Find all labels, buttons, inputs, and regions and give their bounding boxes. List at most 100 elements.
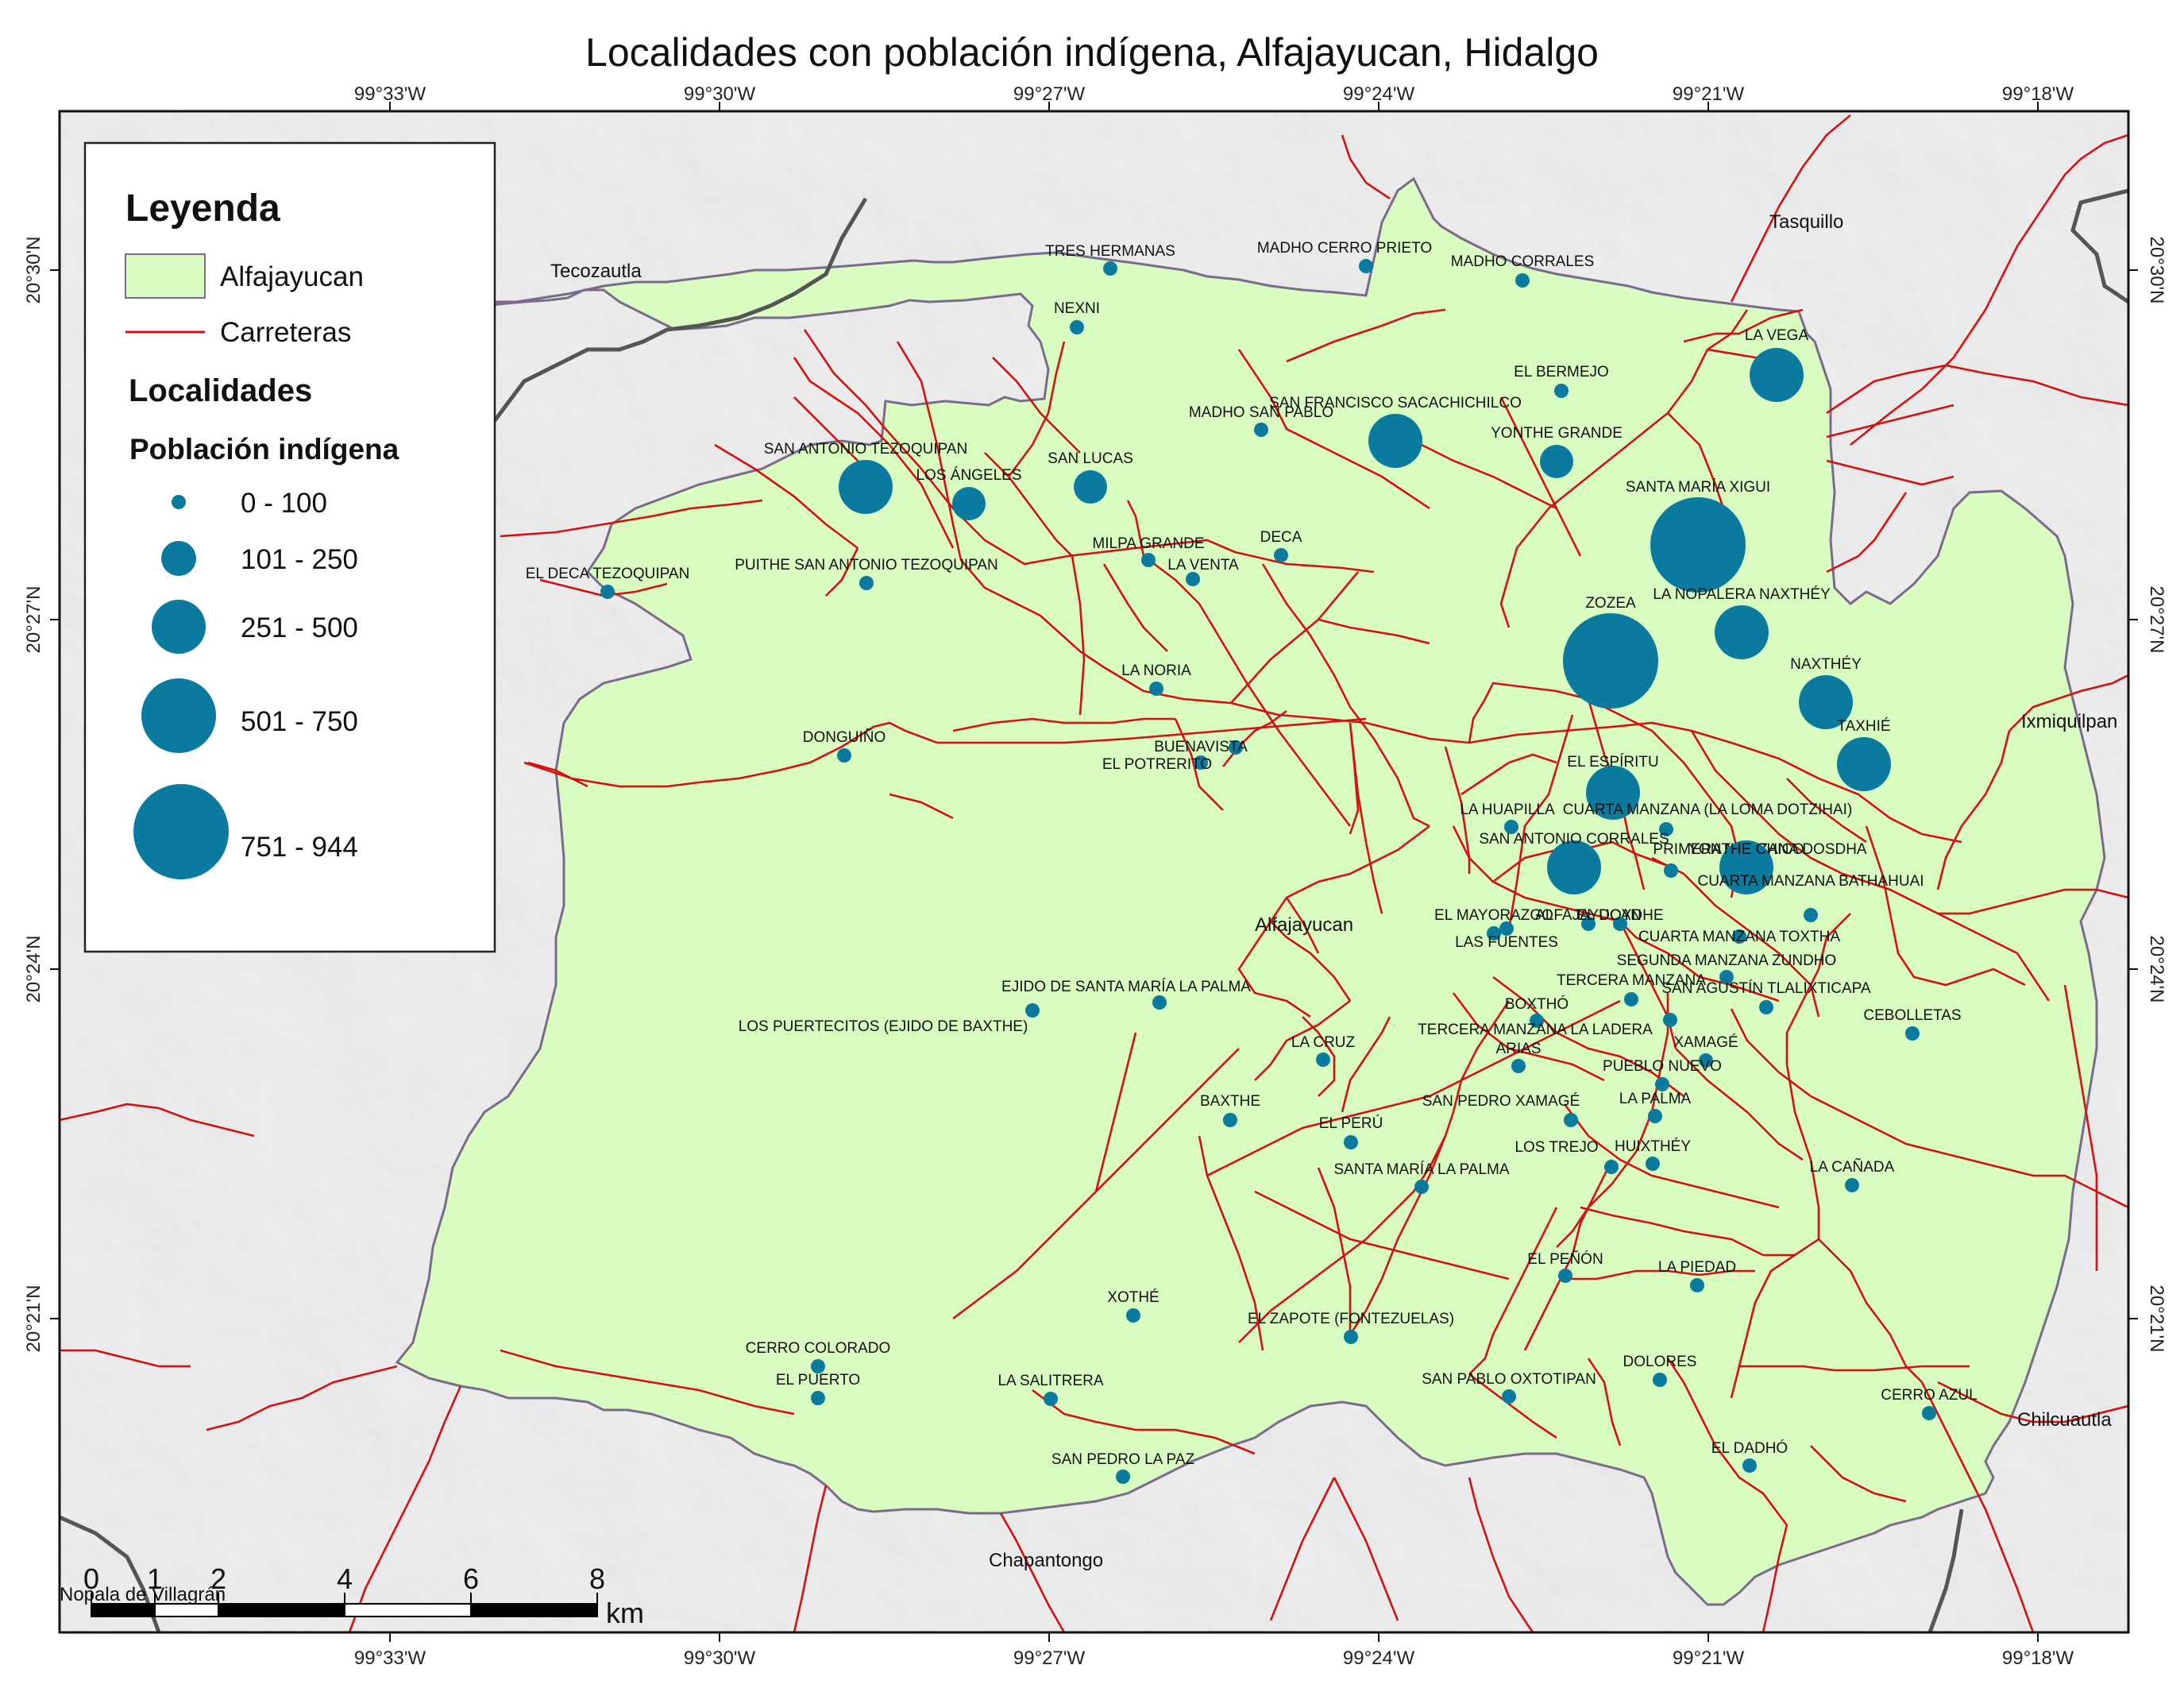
locality-symbol [1141,553,1156,567]
locality-label: CUARTA MANZANA (LA LOMA DOTZIHAI) [1563,802,1853,818]
lon-label: 99°18'W [2002,83,2074,105]
locality-symbol [1540,445,1573,478]
legend-class-label: 251 - 500 [241,612,358,643]
locality-label: EL PEÑÓN [1527,1250,1603,1268]
locality-label: XOTHÉ [1107,1289,1159,1306]
locality-label: SAN ANTONIO CORRALES [1479,831,1669,848]
graticule-left-labels: 20°30'N 20°27'N 20°24'N 20°21'N [23,237,44,1353]
locality-label: LA NORIA [1121,662,1191,679]
locality-label: LA PALMA [1619,1091,1692,1107]
locality-label: LA PIEDAD [1658,1259,1736,1276]
locality-symbol [1070,320,1084,334]
locality-label: LA SALITRERA [997,1373,1103,1389]
locality-symbol [1922,1406,1936,1420]
scale-tick-label: 0 [83,1562,99,1595]
locality-label: SAN PEDRO XAMAGÉ [1422,1093,1580,1110]
legend-symbol-class-3 [152,600,206,654]
locality-symbol [1487,926,1501,941]
locality-label: SEGUNDA MANZANA ZUNDHO [1617,952,1837,969]
locality-symbol [1742,1458,1757,1473]
legend: Leyenda Alfajayucan Carreteras Localidad… [83,141,496,953]
locality-symbol [1732,929,1746,944]
locality-symbol [1074,470,1107,504]
locality-label: SANTA MARÍA LA PALMA [1333,1161,1509,1178]
locality-symbol [1368,414,1422,468]
locality-symbol [1750,348,1804,402]
locality-label: LOS PUERTECITOS (EJIDO DE BAXTHE) [739,1018,1028,1035]
locality-symbol [1223,1113,1237,1127]
locality-label: LA CRUZ [1291,1034,1356,1051]
locality-symbol [1274,548,1288,562]
locality-label: SAN ANTONIO TEZOQUIPAN [764,441,968,458]
map-title: Localidades con población indígena, Alfa… [585,30,1599,75]
locality-symbol [1558,1269,1572,1283]
locality-label: EL ESPÍRITU [1567,754,1658,771]
localities-layer: TRES HERMANAS MADHO CERRO PRIETO MADHO COR… [526,240,1978,1484]
locality-symbol [839,460,893,514]
place-names: Tasquillo Tecozautla Alfajayucan Ixmiqui… [60,211,2117,1605]
locality-symbol [1905,1026,1920,1041]
locality-symbol [1254,423,1268,437]
place-ixmiquilpan: Ixmiquilpan [2021,711,2117,732]
locality-symbol [952,487,986,520]
locality-symbol [1715,605,1769,659]
locality-label: MADHO CORRALES [1451,253,1595,270]
locality-symbol [811,1391,825,1405]
locality-label: BOXTHÓ [1505,995,1569,1013]
locality-label: EL ZAPOTE (FONTEZUELAS) [1248,1311,1454,1327]
locality-label: LOS TREJO [1515,1139,1598,1156]
locality-symbol [1564,1113,1578,1127]
locality-symbol [1554,384,1569,398]
locality-symbol [1359,259,1373,273]
place-tasquillo: Tasquillo [1769,211,1843,233]
locality-symbol [1663,1013,1677,1027]
locality-symbol [1845,1178,1859,1192]
locality-label: EL POTRERITO [1102,756,1212,773]
legend-class-label: 751 - 944 [241,832,358,863]
locality-label: TERCERA MANZANA LA LADERA [1418,1022,1653,1038]
place-alfajayucan: Alfajayucan [1255,914,1353,936]
legend-class-label: 101 - 250 [241,544,358,575]
locality-symbol [1648,1109,1662,1123]
locality-label: LA CAÑADA [1810,1158,1895,1176]
locality-label: DECA [1260,529,1302,546]
legend-municipio-swatch [125,253,206,299]
locality-symbol [1719,970,1734,984]
legend-title: Leyenda [125,187,280,230]
lat-label: 20°27'N [2146,586,2167,654]
lon-label: 99°30'W [684,83,756,105]
locality-symbol [1502,1389,1516,1404]
locality-symbol [1025,1003,1040,1018]
graticule-bottom-labels: 99°33'W 99°30'W 99°27'W 99°24'W 99°21'W … [354,1647,2074,1669]
locality-symbol [1344,1135,1358,1149]
locality-symbol [1699,1053,1713,1068]
locality-symbol [1613,917,1627,931]
locality-label: SAN PEDRO LA PAZ [1051,1451,1195,1468]
lon-label: 99°33'W [354,83,426,105]
locality-label: LAS FUENTES [1455,934,1558,951]
locality-symbol [1511,1059,1526,1073]
locality-symbol [1650,497,1746,593]
lon-label: 99°18'W [2002,1647,2074,1669]
locality-symbol [1690,1278,1704,1292]
lon-label: 99°27'W [1013,1647,1086,1669]
locality-symbol [1653,1373,1667,1387]
locality-label: EJIDO DE SANTA MARÍA LA PALMA [1001,979,1251,995]
lat-label: 20°21'N [2146,1285,2167,1353]
locality-symbol [1624,992,1638,1006]
graticule-top-labels: 99°33'W 99°30'W 99°27'W 99°24'W 99°21'W … [354,83,2074,105]
locality-symbol [1837,737,1891,791]
locality-label: SAN PABLO OXTOTIPAN [1422,1371,1596,1388]
locality-label: CERRO AZUL [1881,1387,1977,1404]
locality-symbol [1414,1180,1429,1194]
locality-symbol [837,748,851,763]
scale-bar: 0 1 2 4 6 8 km [83,1562,644,1629]
lon-label: 99°24'W [1343,83,1415,105]
locality-symbol [1719,840,1773,894]
lat-label: 20°30'N [23,237,44,304]
locality-symbol [1116,1470,1130,1484]
locality-label: LA VEGA [1745,327,1809,344]
locality-label: HUIXTHÉY [1615,1138,1691,1155]
locality-label: LOS ÁNGELES [916,467,1021,484]
